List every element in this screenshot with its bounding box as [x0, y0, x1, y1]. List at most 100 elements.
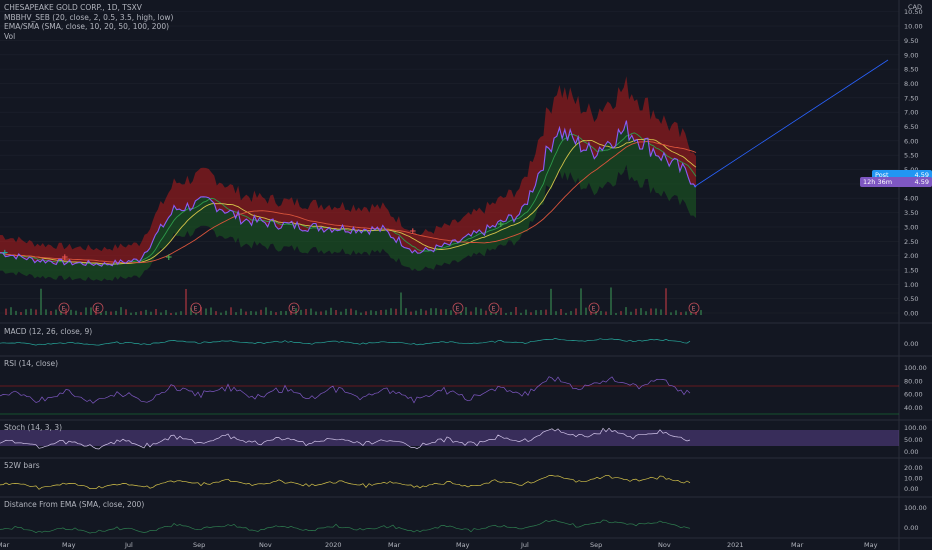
- time-tick-label: Sep: [193, 541, 205, 549]
- volume-bar: [40, 288, 42, 315]
- distance-title[interactable]: Distance From EMA (SMA, close, 200): [4, 500, 145, 509]
- earnings-badge-label: E: [292, 306, 296, 313]
- volume-bar: [605, 311, 607, 315]
- countdown-text: 12h 36m: [863, 178, 893, 186]
- earnings-badge[interactable]: [92, 302, 104, 314]
- volume-bar: [210, 307, 212, 315]
- volume-bar: [285, 311, 287, 315]
- price-tick-label: 7.50: [904, 94, 918, 102]
- distance-pane[interactable]: [0, 519, 691, 534]
- volume-bar: [100, 312, 102, 315]
- volume-bar: [280, 311, 282, 315]
- volume-bar: [80, 312, 82, 315]
- volume-bar: [685, 311, 687, 315]
- price-line[interactable]: [0, 120, 697, 267]
- time-tick-label: Mar: [388, 541, 401, 549]
- volume-bar: [435, 308, 437, 315]
- volume-bar: [180, 311, 182, 315]
- volume-bar: [445, 309, 447, 315]
- rsi-pane[interactable]: [0, 376, 899, 415]
- time-tick-label: Mar: [791, 541, 804, 549]
- indicator-label[interactable]: EMA/SMA (SMA, close, 10, 20, 50, 100, 20…: [4, 22, 170, 31]
- volume-bar: [110, 311, 112, 315]
- symbol-title[interactable]: CHESAPEAKE GOLD CORP., 1D, TSXV: [4, 3, 142, 12]
- rsi-title[interactable]: RSI (14, close): [4, 359, 59, 368]
- volume-bar: [575, 308, 577, 315]
- volume-bar: [125, 309, 127, 315]
- volume-bar: [105, 310, 107, 315]
- volume-bar: [380, 310, 382, 315]
- volume-bar: [140, 311, 142, 315]
- volume-bar: [390, 308, 392, 315]
- volume-bar: [65, 308, 67, 315]
- earnings-badge[interactable]: [588, 302, 600, 314]
- volume-bar: [505, 312, 507, 315]
- earnings-badge-label: E: [194, 306, 198, 313]
- volume-bar: [500, 307, 502, 315]
- earnings-badge[interactable]: [58, 302, 70, 314]
- volume-bar: [320, 311, 322, 315]
- indicator-line: [0, 376, 691, 404]
- indicator-label[interactable]: Vol: [4, 31, 16, 41]
- volume-bar: [215, 311, 217, 315]
- earnings-badge[interactable]: [288, 302, 300, 314]
- currency-label[interactable]: CAD: [908, 3, 922, 11]
- volume-bar: [225, 310, 227, 315]
- stoch-title[interactable]: Stoch (14, 3, 3): [4, 423, 63, 432]
- volume-bar: [620, 311, 622, 315]
- volume-bar: [50, 310, 52, 315]
- time-tick-label: May: [864, 541, 878, 549]
- volume-bar: [150, 311, 152, 315]
- volume-bar: [145, 309, 147, 315]
- time-axis[interactable]: Mar May Jul Sep Nov 2020 Mar May Jul Sep Nov 2021 Ma…: [0, 541, 878, 549]
- macd-pane[interactable]: [0, 338, 691, 346]
- volume-bar: [570, 311, 572, 315]
- bars52w-pane[interactable]: [0, 474, 691, 490]
- volume-bar: [195, 312, 197, 315]
- volume-bar: [600, 310, 602, 315]
- volume-bar: [645, 311, 647, 315]
- indicator-label[interactable]: MBBHV_SEB (20, close, 2, 0.5, 3.5, high,…: [4, 12, 174, 22]
- volume-bar: [160, 312, 162, 315]
- last-price-value: 4.59: [914, 178, 929, 186]
- pane-tick-label: 10.00: [904, 475, 923, 483]
- volume-bar: [115, 310, 117, 315]
- pane-tick-label: 0.00: [904, 524, 918, 532]
- volume-bar: [325, 310, 327, 315]
- time-tick-label: May: [456, 541, 470, 549]
- price-axis[interactable]: 10.50 10.00 9.50 9.00 8.50 8.00 7.50 7.00 6.50 6.…: [904, 8, 923, 317]
- pane-tick-label: 0.00: [904, 340, 918, 348]
- stoch-pane[interactable]: [0, 427, 899, 450]
- trend-line[interactable]: [693, 59, 889, 188]
- volume-bar: [485, 310, 487, 315]
- volume-bar: [580, 288, 582, 315]
- volume-bar: [60, 310, 62, 315]
- volume-bar: [520, 312, 522, 315]
- earnings-badge[interactable]: [688, 302, 700, 314]
- macd-title[interactable]: MACD (12, 26, close, 9): [4, 327, 93, 336]
- time-tick-label: Jul: [520, 541, 529, 549]
- price-tick-label: 0.50: [904, 295, 918, 303]
- volume-bar: [455, 312, 457, 315]
- earnings-badge[interactable]: [452, 302, 464, 314]
- volume-bar: [35, 309, 37, 315]
- volume-bar: [330, 307, 332, 315]
- post-label-value: 4.59: [914, 171, 929, 179]
- volume-bar: [95, 307, 97, 315]
- volume-bar: [555, 311, 557, 315]
- volume-bar: [610, 287, 612, 315]
- volume-bar: [170, 312, 172, 315]
- indicator-line: [0, 519, 691, 534]
- volume-bar: [430, 308, 432, 315]
- bars52w-title[interactable]: 52W bars: [4, 461, 40, 470]
- earnings-badge[interactable]: [488, 302, 500, 314]
- volume-bar: [245, 311, 247, 315]
- chart-legend: CHESAPEAKE GOLD CORP., 1D, TSXV MBBHV_SE…: [4, 3, 173, 41]
- last-price-label: 12h 36m 4.59: [860, 177, 932, 187]
- cross-marker: +: [1, 249, 9, 259]
- volume-bar: [395, 308, 397, 315]
- earnings-badge[interactable]: [190, 302, 202, 314]
- volume-bar: [55, 309, 57, 315]
